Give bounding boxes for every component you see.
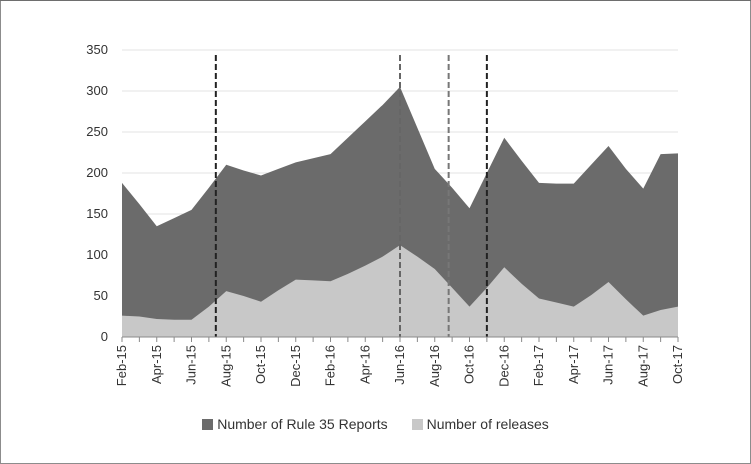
legend-item-releases: Number of releases [411,416,549,432]
x-tick-label: Jun-17 [601,345,616,385]
legend-swatch-rule35 [202,418,214,430]
y-tick-label-200: 200 [86,165,108,180]
x-tick-label: Dec-15 [288,345,303,387]
chart-legend: Number of Rule 35 Reports Number of rele… [0,416,751,432]
x-tick-label: Dec-16 [496,345,511,387]
legend-label-releases: Number of releases [426,416,549,432]
x-tick-label: Feb-16 [323,345,338,386]
x-tick-label: Jun-15 [184,345,199,385]
x-tick-label: Oct-17 [670,345,685,384]
x-tick-label: Aug-15 [218,345,233,387]
x-tick-label: Jun-16 [392,345,407,385]
y-tick-label-350: 350 [86,42,108,57]
x-tick-label: Feb-15 [114,345,129,386]
y-tick-label-0: 0 [101,329,108,344]
x-tick-label: Aug-16 [427,345,442,387]
legend-label-rule35: Number of Rule 35 Reports [217,416,388,432]
x-tick-label: Oct-16 [462,345,477,384]
x-tick-label: Apr-17 [566,345,581,384]
x-tick-label: Oct-15 [253,345,268,384]
y-tick-label-50: 50 [94,288,108,303]
y-tick-label-150: 150 [86,206,108,221]
x-tick-label: Feb-17 [531,345,546,386]
x-tick-label: Apr-16 [357,345,372,384]
x-tick-label: Aug-17 [635,345,650,387]
legend-item-rule35: Number of Rule 35 Reports [202,416,388,432]
top-border-line [0,0,751,1]
y-tick-label-250: 250 [86,124,108,139]
x-tick-label: Apr-15 [149,345,164,384]
y-tick-label-100: 100 [86,247,108,262]
y-tick-label-300: 300 [86,83,108,98]
legend-swatch-releases [411,418,423,430]
